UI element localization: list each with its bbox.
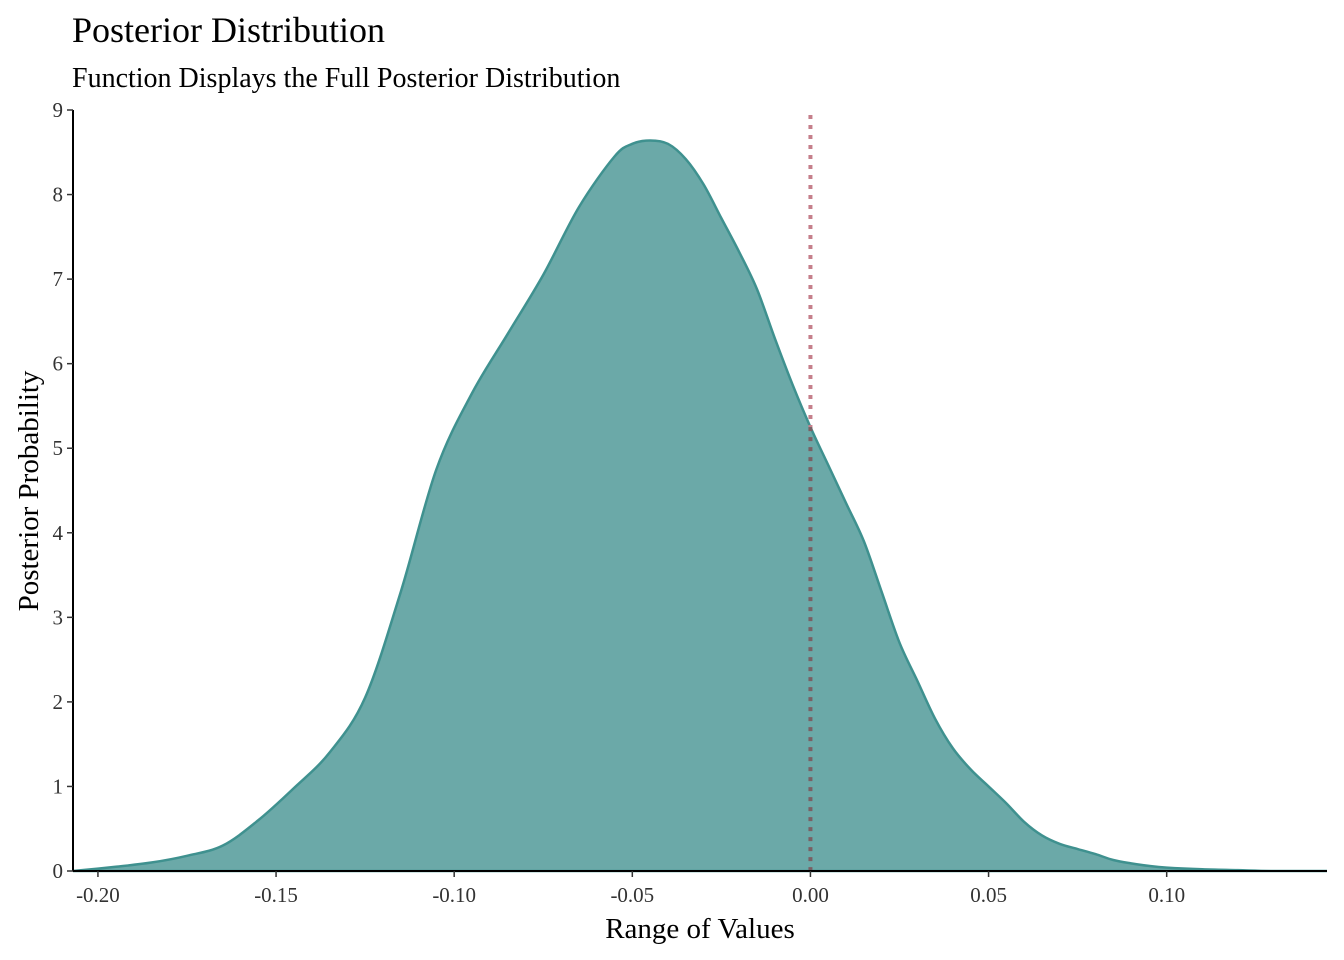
- x-tick-label: -0.15: [254, 883, 298, 907]
- y-tick-label: 1: [53, 774, 64, 798]
- x-axis-ticks: -0.20 -0.15 -0.10 -0.05 0.00 0.05 0.10: [76, 871, 1185, 907]
- x-tick-label: 0.00: [792, 883, 829, 907]
- density-area: [72, 139, 1328, 873]
- y-tick-label: 4: [53, 521, 64, 545]
- y-tick-label: 0: [53, 859, 64, 883]
- chart-subtitle: Function Displays the Full Posterior Dis…: [72, 63, 620, 94]
- y-axis-title: Posterior Probability: [13, 370, 45, 611]
- x-tick-label: 0.05: [970, 883, 1007, 907]
- x-tick-label: -0.10: [432, 883, 476, 907]
- y-tick-label: 5: [53, 436, 64, 460]
- x-axis-title: Range of Values: [605, 913, 795, 945]
- x-tick-label: -0.20: [76, 883, 120, 907]
- y-tick-label: 2: [53, 690, 64, 714]
- x-tick-label: -0.05: [610, 883, 654, 907]
- y-tick-label: 6: [53, 352, 64, 376]
- y-tick-label: 3: [53, 605, 64, 629]
- y-tick-label: 8: [53, 183, 64, 207]
- y-tick-label: 9: [53, 98, 64, 122]
- plot-area: [72, 115, 1328, 873]
- x-tick-label: 0.10: [1148, 883, 1185, 907]
- y-axis-ticks: 0 1 2 3 4 5 6 7 8 9: [53, 98, 73, 883]
- chart-title: Posterior Distribution: [72, 10, 385, 50]
- y-tick-label: 7: [53, 267, 64, 291]
